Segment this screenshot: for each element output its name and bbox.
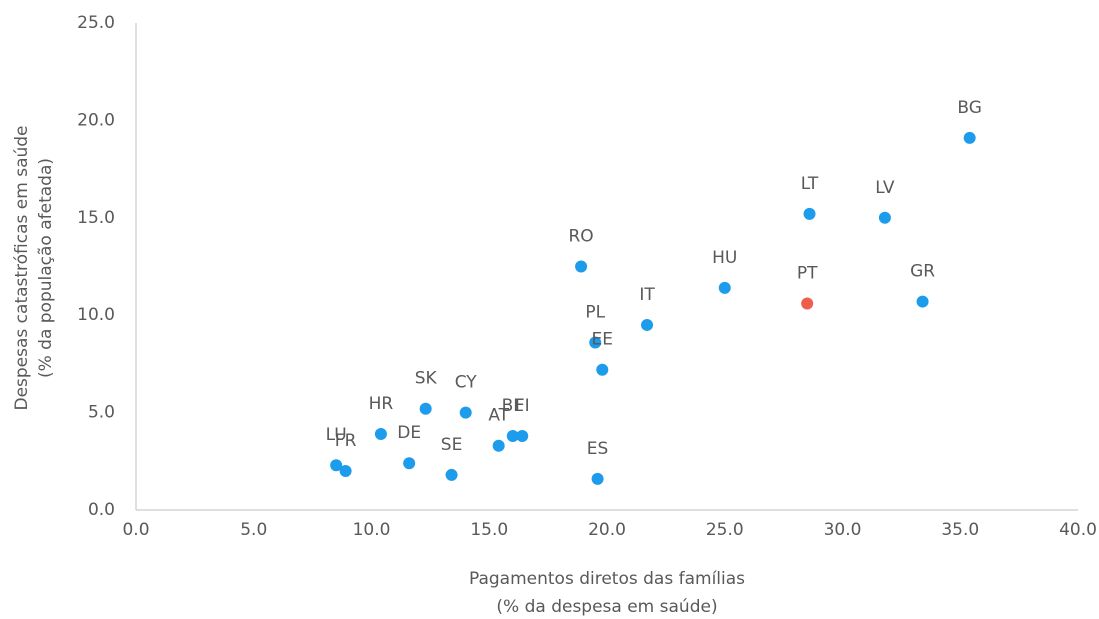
point-label: GR [910, 262, 935, 282]
point [641, 318, 654, 331]
x-tick-label: 20.0 [588, 520, 626, 540]
y-tick-label: 25.0 [77, 13, 115, 33]
point [330, 459, 343, 472]
x-axis-title: (% da despesa em saúde) [496, 597, 717, 617]
point [591, 472, 604, 485]
point-label: HU [712, 248, 737, 268]
point-label: PL [585, 302, 605, 322]
point [419, 402, 432, 415]
point-label: FI [515, 396, 530, 416]
y-axis-title: (% da população afetada) [36, 158, 56, 378]
point-label: AT [488, 406, 509, 426]
point [596, 363, 609, 376]
point [963, 131, 976, 144]
point-label: LU [326, 425, 347, 445]
point [718, 281, 731, 294]
point [459, 406, 472, 419]
point-label: FR [335, 431, 357, 451]
y-axis-title: Despesas catastróficas em saúde [12, 125, 32, 410]
x-tick-label: 35.0 [941, 520, 979, 540]
x-axis-title: Pagamentos diretos das famílias [469, 569, 745, 589]
point [801, 297, 814, 310]
point [516, 429, 529, 442]
y-tick-label: 5.0 [88, 403, 115, 423]
point [916, 295, 929, 308]
x-tick-label: 10.0 [353, 520, 391, 540]
point-label: IT [639, 285, 655, 305]
point [403, 457, 416, 470]
point-label: BG [957, 98, 982, 118]
x-tick-label: 30.0 [824, 520, 862, 540]
point [575, 260, 588, 273]
y-tick-label: 0.0 [88, 500, 115, 520]
point-label: CY [455, 373, 478, 393]
point [339, 465, 352, 478]
point-label: SK [415, 369, 438, 389]
point [506, 429, 519, 442]
point-label: ES [587, 439, 609, 459]
y-tick-label: 15.0 [77, 208, 115, 228]
point-label: BE [502, 396, 524, 416]
point [589, 336, 602, 349]
y-tick-label: 10.0 [77, 305, 115, 325]
point-label: PT [797, 264, 818, 284]
point-label: DE [397, 423, 421, 443]
x-tick-label: 25.0 [706, 520, 744, 540]
point [878, 211, 891, 224]
point [803, 207, 816, 220]
x-tick-label: 5.0 [240, 520, 267, 540]
point [445, 468, 458, 481]
x-tick-label: 40.0 [1059, 520, 1097, 540]
x-tick-label: 15.0 [470, 520, 508, 540]
point-label: HR [369, 394, 394, 414]
y-tick-label: 20.0 [77, 110, 115, 130]
point-label: EE [592, 330, 613, 350]
point [374, 428, 387, 441]
point-label: LT [801, 174, 819, 194]
point-label: RO [568, 227, 593, 247]
point-label: SE [441, 435, 463, 455]
x-tick-label: 0.0 [122, 520, 149, 540]
point-label: LV [875, 178, 895, 198]
point [492, 439, 505, 452]
